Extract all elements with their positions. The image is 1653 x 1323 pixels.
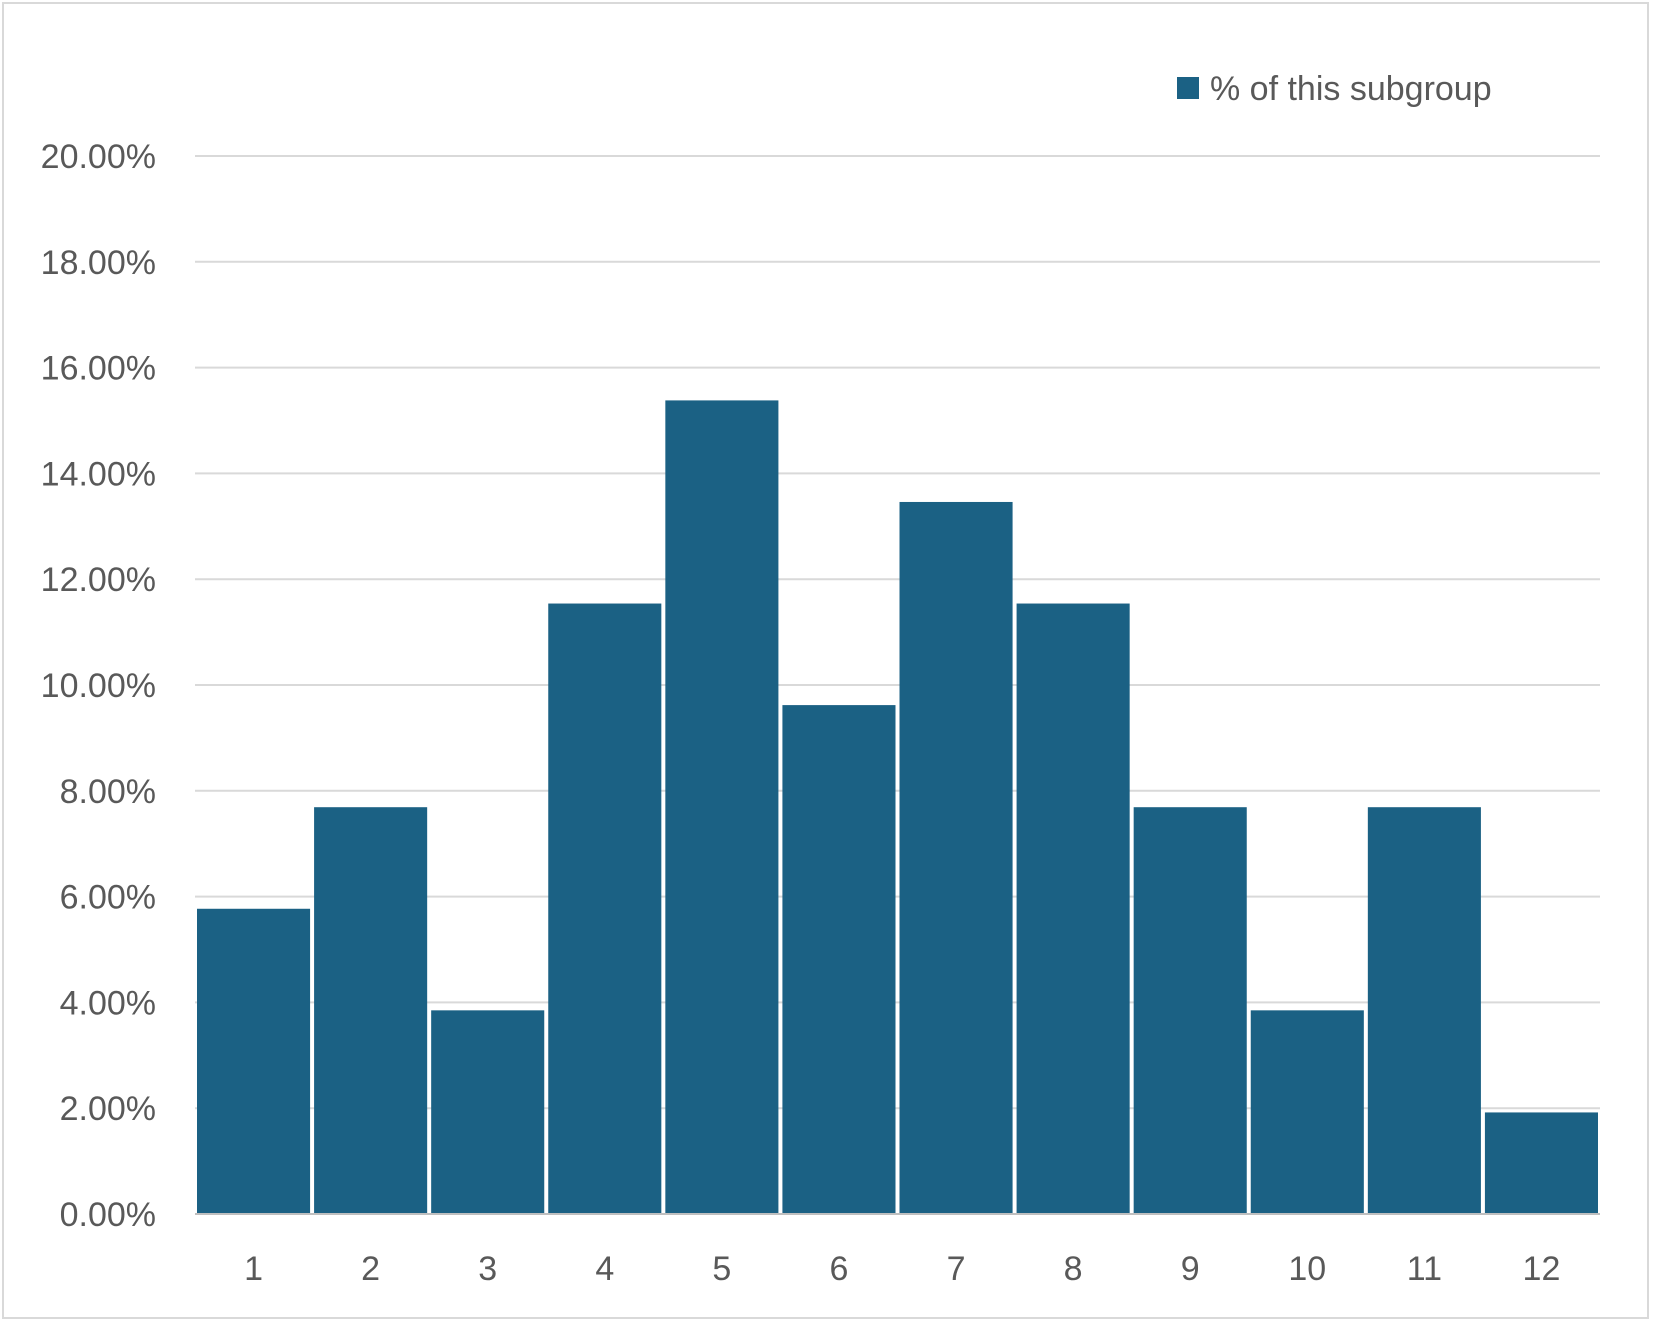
gridlines: [195, 155, 1600, 1110]
bar: [548, 603, 662, 1214]
x-tick-labels: 1 2 3 4 5 6 7 8 9 10 11 12: [244, 1250, 1560, 1288]
x-tick-label: 9: [1181, 1250, 1200, 1288]
x-tick-label: 7: [947, 1250, 966, 1288]
x-tick-label: 6: [829, 1250, 848, 1288]
x-tick-label: 12: [1523, 1250, 1561, 1288]
x-tick-label: 1: [244, 1250, 263, 1288]
bar: [431, 1010, 545, 1214]
bar: [1484, 1112, 1598, 1214]
x-tick-label: 11: [1407, 1250, 1442, 1288]
bar: [1250, 1010, 1364, 1214]
y-tick-label: 14.00%: [41, 455, 156, 493]
x-tick-label: 3: [478, 1250, 497, 1288]
y-tick-labels: 0.00% 2.00% 4.00% 6.00% 8.00% 10.00% 12.00% 14.…: [41, 138, 156, 1234]
bar: [314, 807, 428, 1214]
legend-label: % of this subgroup: [1210, 70, 1492, 108]
bar: [1016, 603, 1130, 1214]
bar: [1367, 807, 1481, 1214]
legend: % of this subgroup: [1177, 70, 1492, 108]
y-tick-label: 2.00%: [60, 1090, 156, 1128]
x-tick-label: 10: [1288, 1250, 1326, 1288]
y-tick-label: 6.00%: [60, 879, 156, 917]
y-tick-label: 8.00%: [60, 773, 156, 811]
bar: [665, 400, 779, 1214]
y-tick-label: 12.00%: [41, 561, 156, 599]
bars: [197, 400, 1598, 1214]
bar: [899, 501, 1013, 1214]
bar: [1133, 807, 1247, 1214]
bar: [197, 908, 311, 1214]
x-tick-label: 2: [361, 1250, 380, 1288]
y-tick-label: 20.00%: [41, 138, 156, 176]
x-tick-label: 4: [595, 1250, 614, 1288]
bar: [782, 705, 896, 1214]
x-tick-label: 8: [1064, 1250, 1083, 1288]
y-tick-label: 4.00%: [60, 984, 156, 1022]
y-tick-label: 10.00%: [41, 667, 156, 705]
y-tick-label: 0.00%: [60, 1196, 156, 1234]
x-tick-label: 5: [712, 1250, 731, 1288]
y-tick-label: 16.00%: [41, 350, 156, 388]
y-tick-label: 18.00%: [41, 244, 156, 282]
legend-swatch: [1177, 77, 1199, 99]
